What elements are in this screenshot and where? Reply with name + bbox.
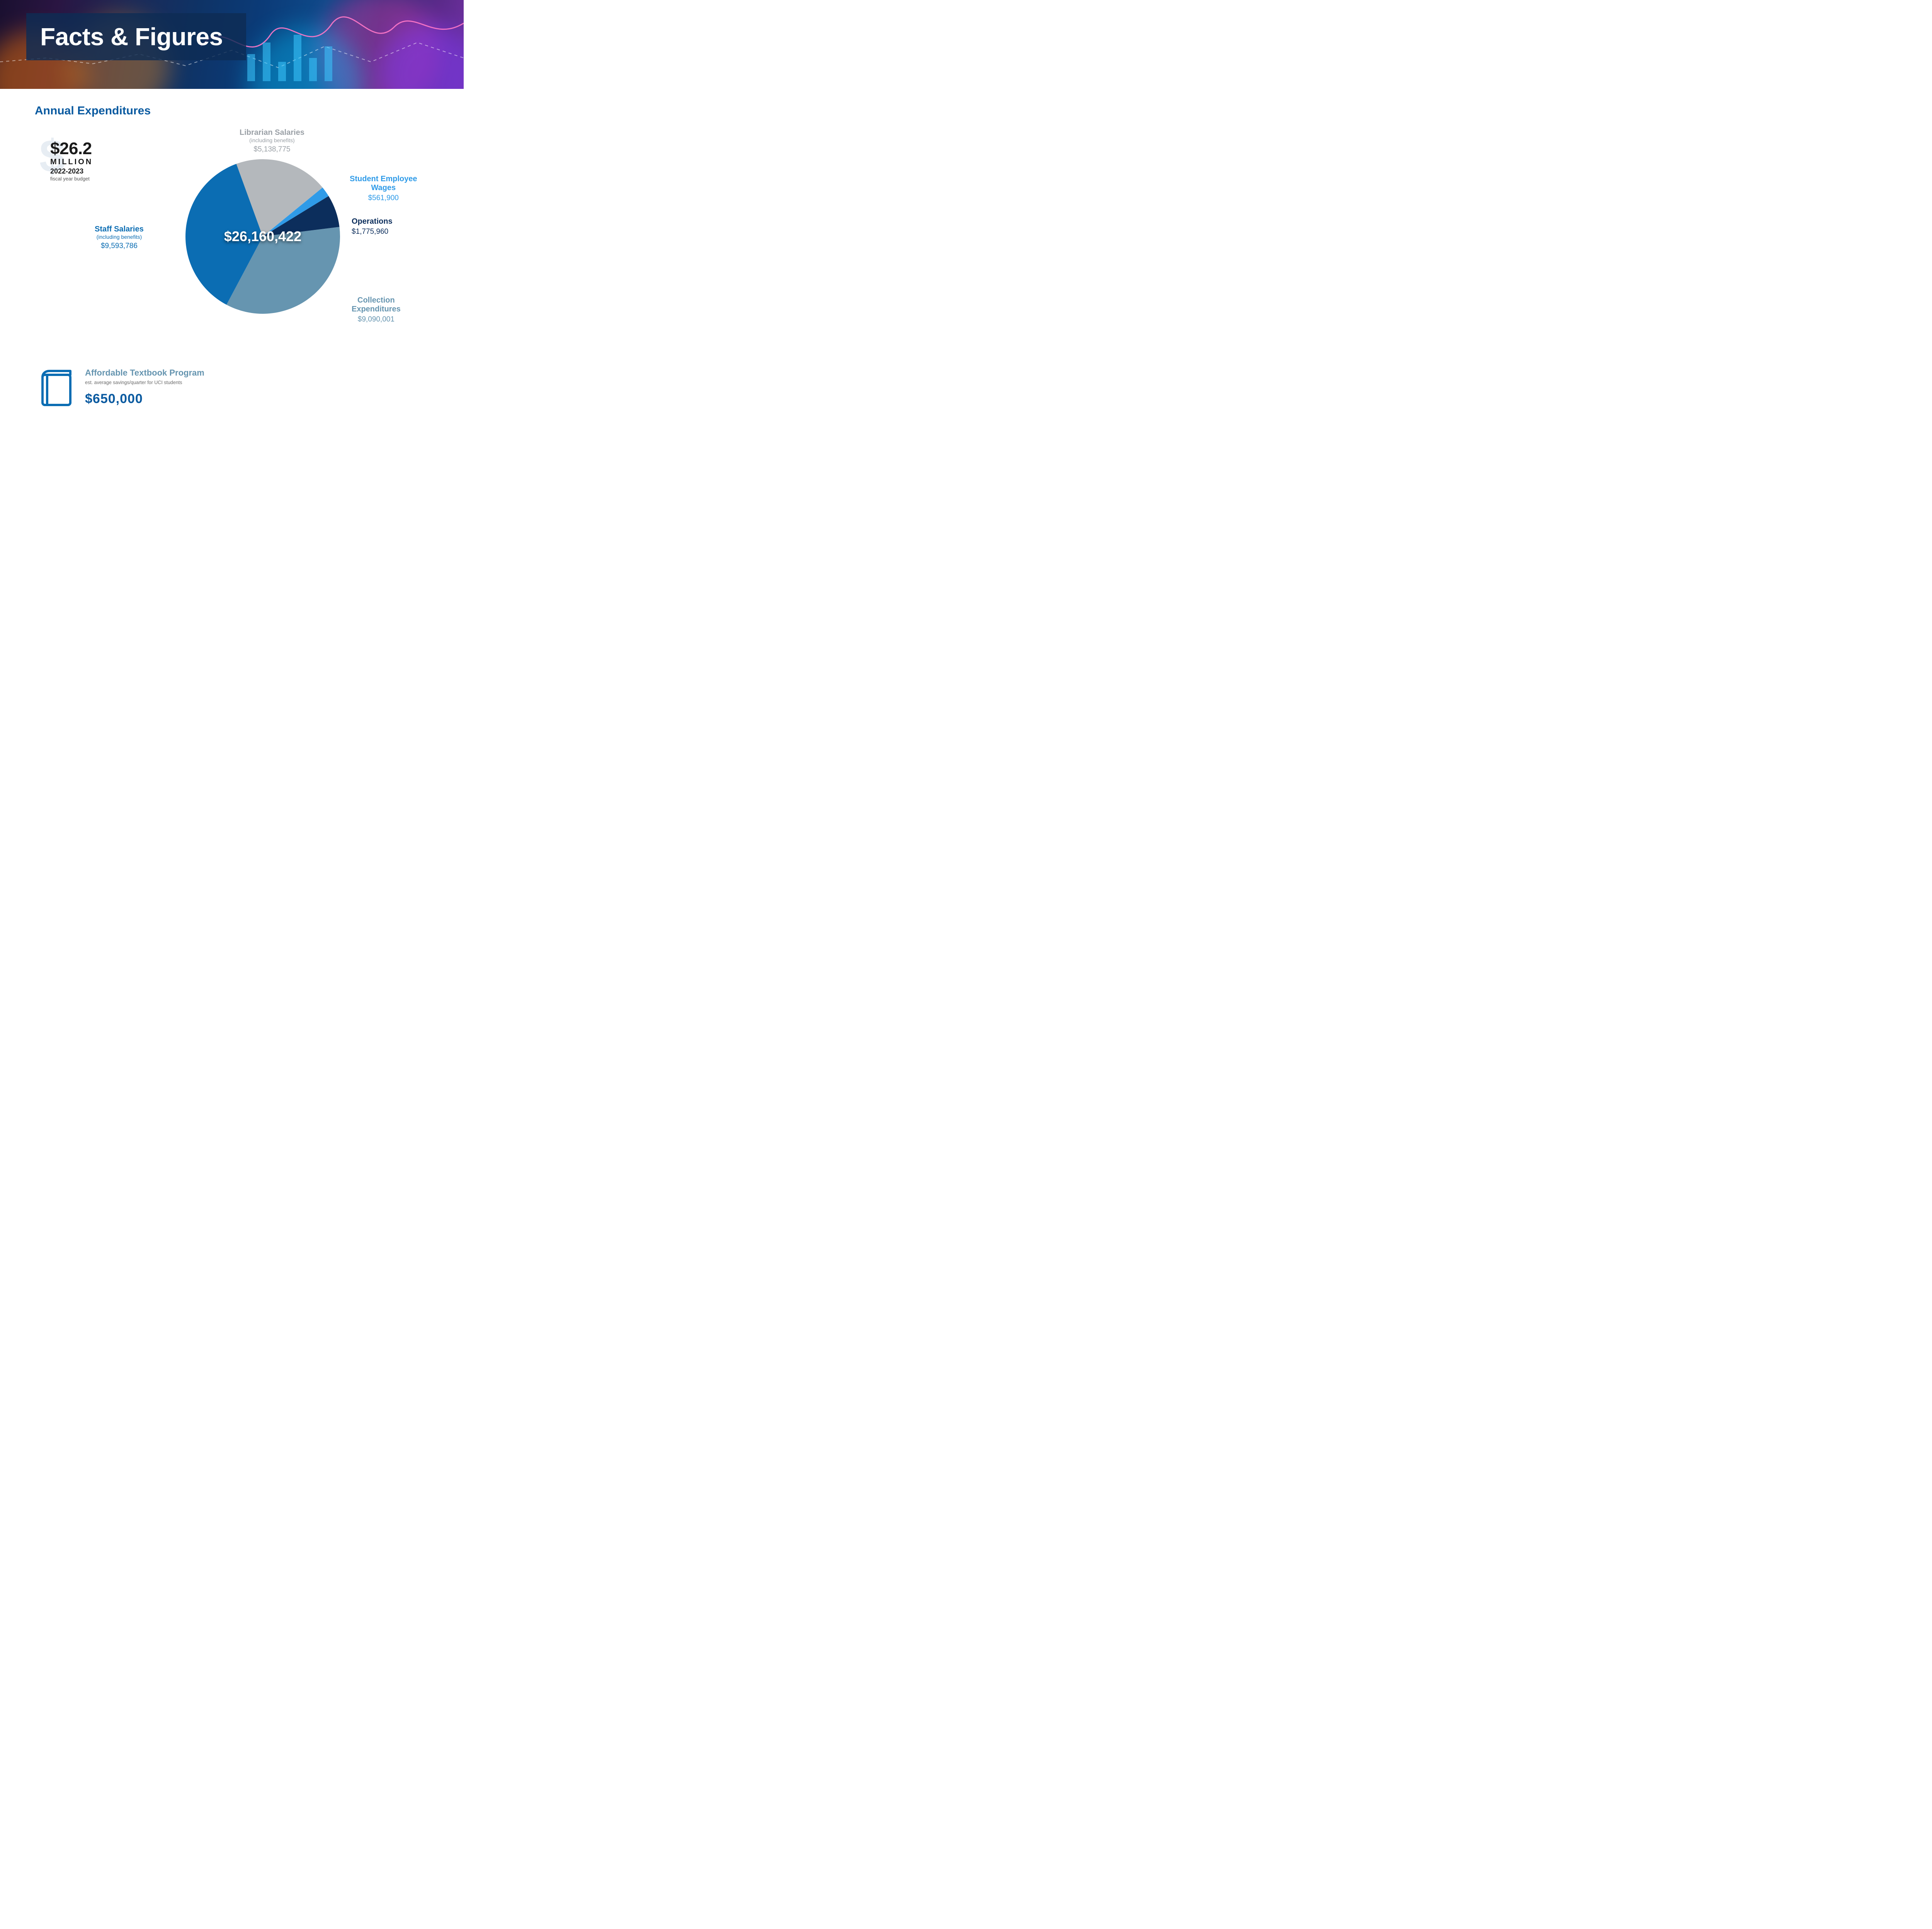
slice-title: CollectionExpenditures	[352, 296, 401, 314]
textbook-heading: Affordable Textbook Program	[85, 368, 204, 378]
hero-banner: Facts & Figures	[0, 0, 464, 89]
slice-value: $561,900	[350, 194, 417, 202]
slice-label-student_wages: Student EmployeeWages $561,900	[350, 175, 417, 202]
pie-svg	[185, 159, 340, 314]
slice-label-staff_salaries: Staff Salaries(including benefits) $9,593…	[95, 225, 144, 250]
page-title: Facts & Figures	[40, 22, 223, 51]
slice-value: $9,593,786	[95, 242, 144, 250]
slice-label-librarian_salaries: Librarian Salaries(including benefits)$5…	[240, 128, 304, 154]
slice-sub: (including benefits)	[240, 137, 304, 144]
section-heading: Annual Expenditures	[35, 104, 429, 117]
slice-title: Staff Salaries	[95, 225, 144, 234]
slice-title: Librarian Salaries	[240, 128, 304, 137]
textbook-sub: est. average savings/quarter for UCI stu…	[85, 380, 204, 385]
slice-label-operations: Operations $1,775,960	[352, 217, 393, 236]
budget-fy-label: fiscal year budget	[50, 176, 151, 182]
pie-chart: $26,160,422	[185, 159, 340, 314]
slice-title: Student EmployeeWages	[350, 175, 417, 192]
budget-amount: $26.2	[50, 139, 151, 158]
slice-value: $9,090,001	[352, 315, 401, 324]
slice-value: $1,775,960	[352, 228, 393, 236]
slice-sub: (including benefits)	[95, 234, 144, 240]
budget-unit: MILLION	[50, 158, 151, 167]
slice-value: $5,138,775	[240, 145, 304, 154]
slice-label-collection: CollectionExpenditures$9,090,001	[352, 296, 401, 324]
budget-fy: 2022-2023	[50, 167, 151, 175]
content: Annual Expenditures $ $26.2 MILLION 2022…	[0, 89, 464, 433]
budget-summary: $ $26.2 MILLION 2022-2023 fiscal year bu…	[50, 139, 151, 182]
textbook-callout: Affordable Textbook Program est. average…	[35, 368, 429, 410]
textbook-value: $650,000	[85, 391, 204, 407]
hero-title-box: Facts & Figures	[26, 13, 246, 60]
slice-title: Operations	[352, 217, 393, 226]
book-icon	[38, 368, 75, 410]
